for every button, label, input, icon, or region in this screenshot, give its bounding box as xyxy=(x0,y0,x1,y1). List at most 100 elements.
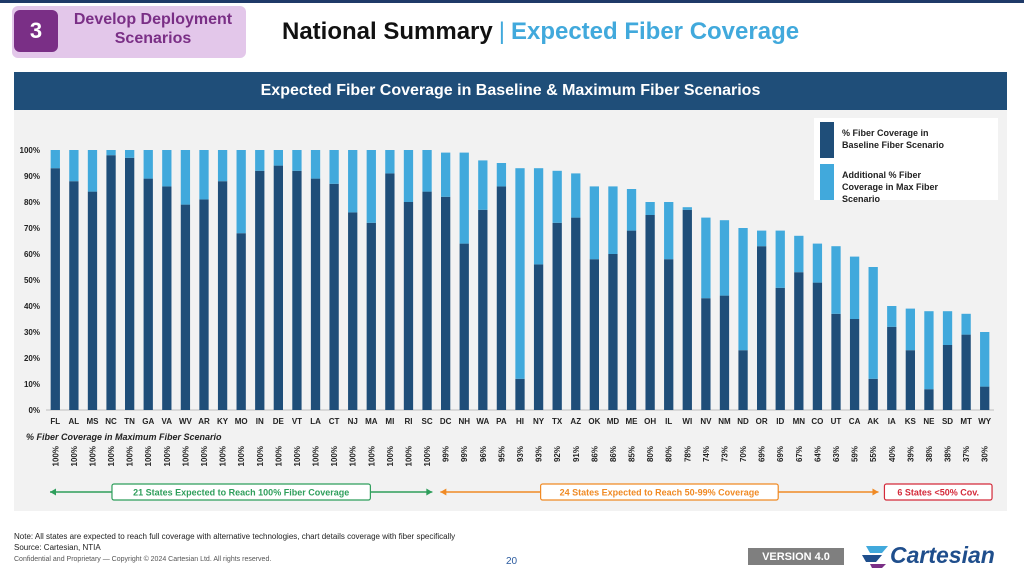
bar-additional xyxy=(236,150,246,234)
bar-baseline xyxy=(645,215,655,410)
x-tick-label: AZ xyxy=(570,417,581,426)
bar-baseline xyxy=(924,389,934,410)
bar-baseline xyxy=(775,287,785,410)
note-text: Note: All states are expected to reach f… xyxy=(14,532,456,541)
bar-additional xyxy=(757,230,767,247)
x-tick-label: ID xyxy=(776,417,784,426)
bar-additional xyxy=(366,150,376,223)
max-scenario-label: 80% xyxy=(665,446,674,462)
step-number: 3 xyxy=(14,10,58,52)
bar-baseline xyxy=(69,181,79,410)
bar-additional xyxy=(980,332,990,387)
bar-baseline xyxy=(571,217,581,410)
y-tick-label: 10% xyxy=(24,380,40,389)
step-label-line1: Develop Deployment xyxy=(73,11,233,28)
max-scenario-label: 80% xyxy=(646,446,655,462)
x-tick-label: MI xyxy=(385,417,394,426)
x-tick-label: DC xyxy=(440,417,452,426)
max-scenario-label: 100% xyxy=(312,446,321,466)
bar-baseline xyxy=(255,170,265,410)
max-scenario-label: 100% xyxy=(219,446,228,466)
x-tick-label: WV xyxy=(179,417,193,426)
max-scenario-label: 38% xyxy=(944,446,953,462)
x-tick-label: MS xyxy=(86,417,99,426)
confidential-text: Confidential and Proprietary — Copyright… xyxy=(14,556,272,563)
max-scenario-label: 100% xyxy=(274,446,283,466)
group-label: 6 States <50% Cov. xyxy=(897,488,979,498)
bar-additional xyxy=(162,150,172,187)
max-scenario-label: 39% xyxy=(906,446,915,462)
x-tick-label: DE xyxy=(273,417,285,426)
bar-additional xyxy=(961,313,971,335)
max-scenario-label: 100% xyxy=(349,446,358,466)
x-tick-label: TX xyxy=(552,417,563,426)
x-tick-label: OR xyxy=(756,417,768,426)
arrow-right-icon xyxy=(426,488,433,496)
bar-baseline xyxy=(626,230,637,410)
bar-additional xyxy=(608,186,618,254)
title-sub: Expected Fiber Coverage xyxy=(510,18,800,45)
bar-baseline xyxy=(478,209,488,410)
max-scenario-label: 99% xyxy=(442,446,451,462)
max-scenario-label: 100% xyxy=(200,446,209,466)
x-tick-label: WY xyxy=(978,417,992,426)
bar-baseline xyxy=(719,295,730,410)
bar-baseline xyxy=(682,209,692,410)
legend-box xyxy=(814,118,998,200)
x-tick-label: IA xyxy=(888,417,896,426)
bar-baseline xyxy=(533,264,544,410)
bar-baseline xyxy=(812,282,823,410)
bar-baseline xyxy=(459,243,469,410)
max-scenario-label: 100% xyxy=(163,446,172,466)
chart-title: Expected Fiber Coverage in Baseline & Ma… xyxy=(14,72,1007,110)
bar-additional xyxy=(403,150,414,202)
bar-baseline xyxy=(961,334,971,410)
group-label: 24 States Expected to Reach 50-99% Cover… xyxy=(560,488,760,498)
bar-additional xyxy=(664,202,674,260)
bar-baseline xyxy=(701,298,711,410)
bar-additional xyxy=(459,152,469,244)
bar-baseline xyxy=(441,196,451,410)
step-label-line2: Scenarios xyxy=(114,30,192,47)
bar-additional xyxy=(812,243,823,283)
max-scenario-label: 74% xyxy=(702,446,711,462)
bar-baseline xyxy=(199,199,209,410)
y-tick-label: 90% xyxy=(24,172,40,181)
arrow-right-icon xyxy=(872,488,879,496)
max-scenario-row-label: % Fiber Coverage in Maximum Fiber Scenar… xyxy=(26,432,222,442)
max-scenario-label: 100% xyxy=(423,446,432,466)
bar-baseline xyxy=(515,378,525,410)
bar-additional xyxy=(87,150,98,192)
max-scenario-label: 95% xyxy=(497,446,506,462)
bar-baseline xyxy=(125,157,135,410)
bar-additional xyxy=(831,246,841,314)
x-tick-label: MT xyxy=(960,417,972,426)
bar-additional xyxy=(719,220,730,296)
bar-baseline xyxy=(310,178,321,410)
bar-baseline xyxy=(608,254,618,410)
x-tick-label: IL xyxy=(665,417,672,426)
bar-baseline xyxy=(422,191,432,410)
max-scenario-label: 100% xyxy=(70,446,79,466)
max-scenario-label: 99% xyxy=(460,446,469,462)
legend-swatch xyxy=(820,122,834,158)
bar-baseline xyxy=(143,178,153,410)
legend-swatch xyxy=(820,164,834,200)
x-tick-label: NM xyxy=(718,417,731,426)
source-text: Source: Cartesian, NTIA xyxy=(14,543,101,552)
bar-additional xyxy=(50,150,60,169)
bar-additional xyxy=(422,150,432,192)
bar-baseline xyxy=(738,350,748,410)
bar-baseline xyxy=(292,170,302,410)
bar-additional xyxy=(905,308,915,351)
x-tick-label: VT xyxy=(292,417,302,426)
x-tick-label: FL xyxy=(50,417,60,426)
logo-mark-icon xyxy=(862,546,888,568)
x-tick-label: MA xyxy=(365,417,378,426)
bar-additional xyxy=(738,228,748,351)
bar-additional xyxy=(143,150,153,179)
max-scenario-label: 59% xyxy=(851,446,860,462)
bar-additional xyxy=(180,150,191,205)
bar-baseline xyxy=(329,183,339,410)
x-tick-label: HI xyxy=(516,417,524,426)
